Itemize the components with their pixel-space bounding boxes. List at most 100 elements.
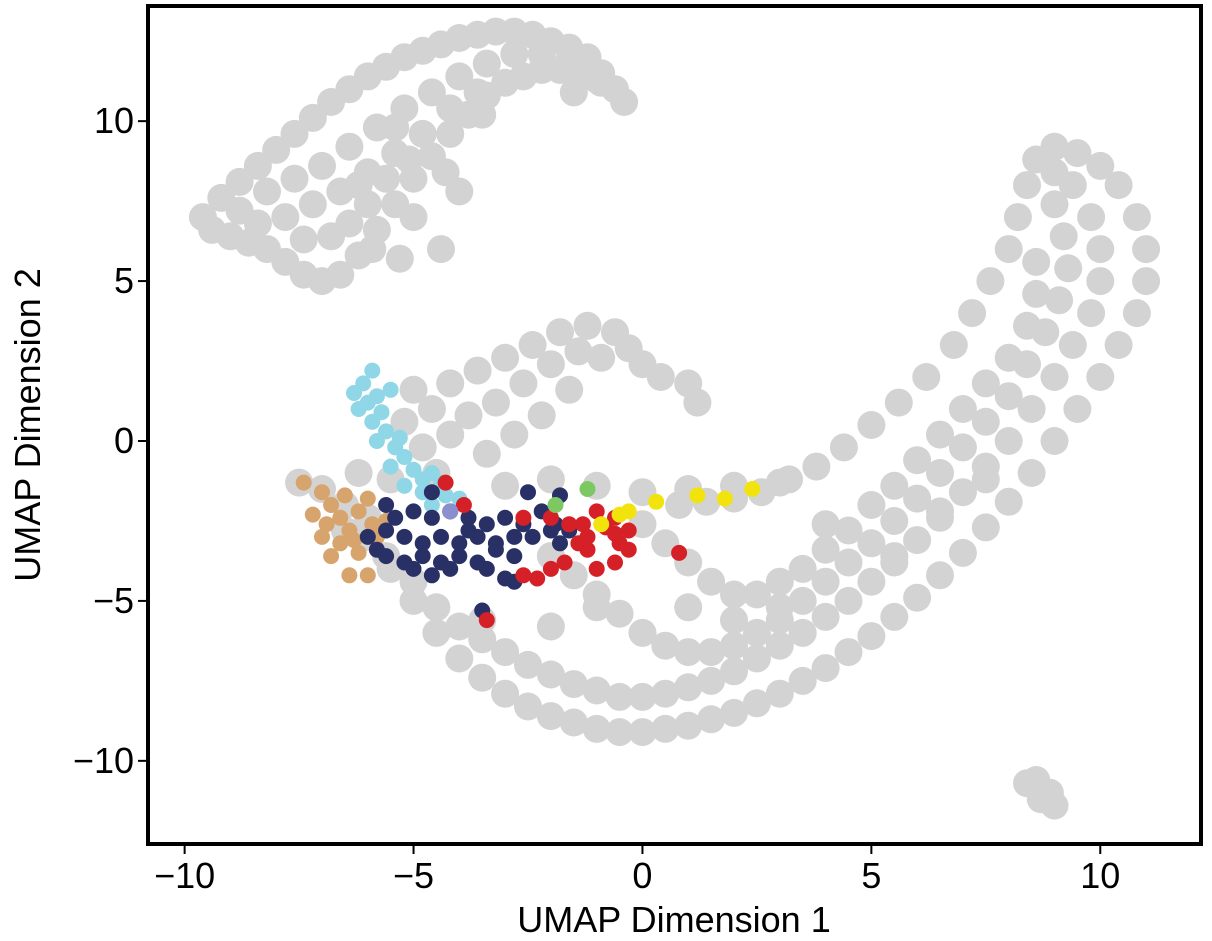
point (536, 612, 565, 641)
point (971, 465, 1000, 494)
point (506, 528, 523, 545)
point (811, 510, 840, 539)
point (1017, 459, 1046, 487)
point (358, 235, 387, 264)
point (437, 474, 454, 491)
point (520, 484, 536, 501)
point (437, 487, 454, 504)
point (408, 119, 437, 148)
point (689, 487, 706, 504)
point (559, 78, 588, 107)
point (742, 644, 771, 673)
point (359, 394, 376, 411)
point (253, 177, 281, 206)
point (834, 516, 863, 545)
point (271, 203, 300, 232)
point (350, 503, 367, 520)
point (1026, 785, 1055, 814)
series-7 (442, 503, 459, 520)
point (587, 343, 616, 372)
point (295, 474, 312, 491)
point (436, 369, 465, 398)
point (378, 522, 395, 539)
point (926, 420, 954, 449)
point (620, 541, 637, 558)
point (350, 544, 367, 561)
point (423, 484, 440, 501)
point (318, 516, 335, 533)
point (926, 561, 954, 590)
point (948, 478, 977, 507)
point (514, 650, 542, 679)
point (1022, 279, 1051, 308)
point (646, 363, 675, 391)
point (359, 567, 376, 584)
point (243, 209, 272, 238)
point (500, 40, 529, 68)
point (610, 88, 639, 116)
point (405, 503, 422, 520)
point (1077, 299, 1106, 328)
point (1022, 247, 1051, 276)
point (834, 548, 863, 577)
point (593, 516, 610, 533)
point (744, 481, 761, 497)
point (399, 375, 428, 404)
point (939, 331, 968, 359)
point (1045, 286, 1074, 315)
point (802, 452, 831, 481)
point (912, 363, 941, 391)
point (491, 679, 520, 708)
point (405, 560, 422, 577)
point (359, 528, 376, 545)
point (423, 509, 440, 526)
point (445, 62, 474, 91)
point (436, 119, 465, 148)
point (381, 113, 410, 142)
point (765, 631, 794, 660)
point (536, 350, 565, 379)
point (564, 337, 593, 366)
point (368, 541, 385, 558)
x-tick-label: 10 (1080, 855, 1120, 896)
point (391, 429, 408, 446)
point (451, 548, 468, 565)
point (478, 612, 495, 629)
x-tick-label: 5 (861, 855, 881, 896)
series-6 (593, 481, 761, 533)
point (976, 267, 1005, 296)
point (385, 244, 414, 273)
point (720, 580, 748, 609)
point (463, 78, 492, 107)
point (308, 151, 336, 180)
point (542, 509, 559, 526)
point (880, 471, 909, 500)
plot-frame (146, 4, 1203, 846)
point (414, 548, 431, 565)
point (323, 548, 340, 565)
point (491, 638, 520, 667)
point (971, 369, 1000, 398)
point (1017, 395, 1046, 423)
point (834, 638, 863, 667)
point (262, 135, 291, 164)
point (555, 46, 584, 75)
point (481, 388, 510, 417)
point (903, 583, 932, 612)
point (788, 618, 817, 647)
point (697, 638, 726, 667)
point (422, 593, 451, 622)
point (408, 433, 437, 462)
point (605, 718, 634, 747)
point (1132, 235, 1161, 264)
point (948, 538, 977, 567)
point (472, 439, 501, 468)
point (994, 382, 1023, 411)
point (697, 666, 726, 695)
point (332, 509, 349, 526)
series-0 (188, 17, 1161, 820)
point (304, 506, 321, 523)
point (518, 331, 547, 359)
point (323, 497, 340, 513)
point (720, 657, 748, 686)
